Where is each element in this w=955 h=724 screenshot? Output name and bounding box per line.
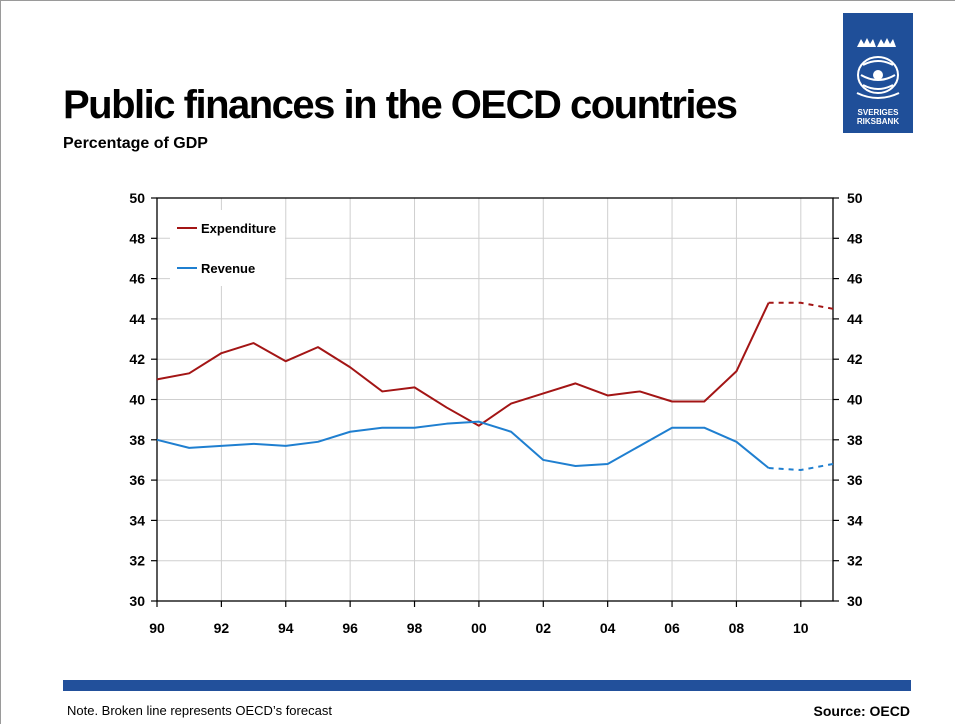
page-subtitle: Percentage of GDP <box>63 135 208 152</box>
x-tick-label: 94 <box>278 620 294 636</box>
footer-band <box>63 680 911 691</box>
y-tick-label-right: 42 <box>847 351 863 367</box>
frame-top-border <box>0 0 955 1</box>
y-tick-label-left: 48 <box>129 230 145 246</box>
riksbank-logo: SVERIGES RIKSBANK <box>843 13 913 133</box>
footer-note: Note. Broken line represents OECD’s fore… <box>67 703 332 718</box>
y-tick-label-right: 50 <box>847 190 863 206</box>
y-tick-label-right: 46 <box>847 271 863 287</box>
legend-label-revenue: Revenue <box>201 261 255 276</box>
x-tick-label: 98 <box>407 620 423 636</box>
page-title: Public finances in the OECD countries <box>63 83 738 127</box>
y-tick-label-right: 34 <box>847 512 863 528</box>
x-tick-label: 96 <box>342 620 358 636</box>
x-tick-label: 02 <box>535 620 551 636</box>
x-tick-label: 90 <box>149 620 165 636</box>
frame-left-border <box>0 0 1 724</box>
y-tick-label-right: 48 <box>847 230 863 246</box>
x-tick-label: 08 <box>729 620 745 636</box>
y-tick-label-left: 38 <box>129 432 145 448</box>
x-tick-label: 10 <box>793 620 809 636</box>
y-tick-label-right: 38 <box>847 432 863 448</box>
y-tick-label-left: 42 <box>129 351 145 367</box>
y-tick-label-right: 40 <box>847 392 863 408</box>
y-tick-label-right: 32 <box>847 553 863 569</box>
y-tick-label-left: 44 <box>129 311 145 327</box>
x-tick-label: 00 <box>471 620 487 636</box>
y-tick-label-left: 40 <box>129 392 145 408</box>
series-forecast-line-revenue <box>768 462 834 472</box>
legend-background <box>170 210 285 286</box>
series-layer <box>156 301 834 472</box>
chart-legend: Expenditure Revenue <box>170 210 285 286</box>
x-tick-label: 04 <box>600 620 616 636</box>
x-tick-label: 92 <box>214 620 230 636</box>
series-forecast-line-expenditure <box>768 301 834 310</box>
y-tick-label-left: 36 <box>129 472 145 488</box>
source-label: Source: OECD <box>813 703 910 719</box>
series-line-expenditure <box>156 302 770 427</box>
y-tick-label-left: 34 <box>129 512 145 528</box>
riksbank-crest-icon <box>856 38 900 99</box>
y-tick-label-left: 46 <box>129 271 145 287</box>
y-tick-label-right: 30 <box>847 593 863 609</box>
series-line-revenue <box>156 420 770 469</box>
y-tick-label-left: 50 <box>129 190 145 206</box>
y-tick-label-left: 30 <box>129 593 145 609</box>
legend-label-expenditure: Expenditure <box>201 221 276 236</box>
chart-ticks: 30 30 32 32 34 34 36 36 38 38 40 40 42 42 44 44 46 46 48 48… <box>129 190 862 636</box>
x-tick-label: 06 <box>664 620 680 636</box>
y-tick-label-right: 44 <box>847 311 863 327</box>
logo-text-line2: RIKSBANK <box>856 117 900 126</box>
logo-text-line1: SVERIGES <box>857 108 899 117</box>
y-tick-label-right: 36 <box>847 472 863 488</box>
chart-grid <box>157 198 833 601</box>
y-tick-label-left: 32 <box>129 553 145 569</box>
